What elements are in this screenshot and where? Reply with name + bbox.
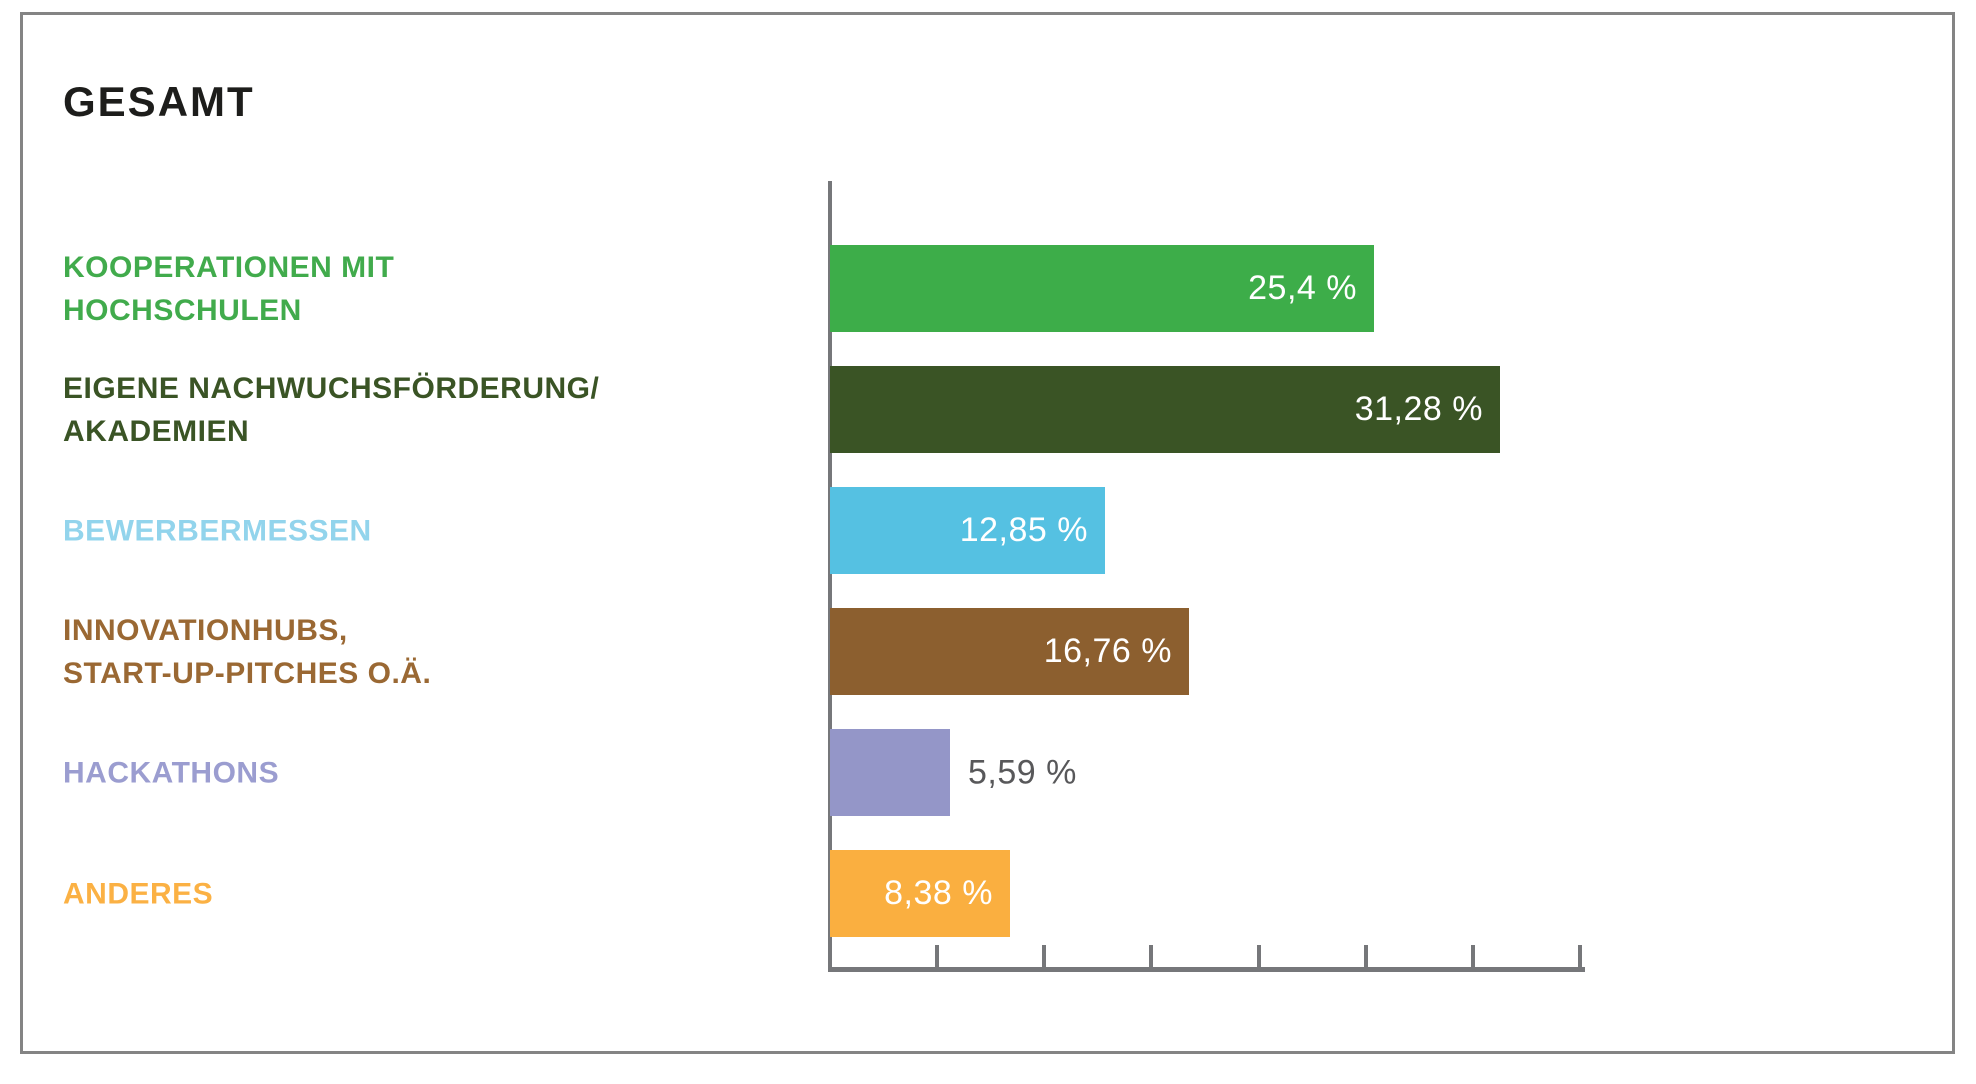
axis-tick — [1042, 945, 1047, 967]
axis-tick — [935, 945, 940, 967]
category-label: EIGENE NACHWUCHSFÖRDERUNG/AKADEMIEN — [63, 367, 599, 453]
category-label: KOOPERATIONEN MIT HOCHSCHULEN — [63, 246, 394, 332]
chart-row: ANDERES 8,38 % — [0, 850, 1976, 937]
chart-row: INNOVATIONHUBS, START-UP-PITCHES O.Ä. 16,7… — [0, 608, 1976, 695]
category-label: ANDERES — [63, 872, 213, 915]
category-label: BEWERBERMESSEN — [63, 509, 372, 552]
chart-row: EIGENE NACHWUCHSFÖRDERUNG/AKADEMIEN 31,28… — [0, 366, 1976, 453]
bar: 16,76 % — [830, 608, 1189, 695]
category-label-line: AKADEMIEN — [63, 414, 250, 448]
category-label: HACKATHONS — [63, 751, 279, 794]
axis-tick — [1470, 945, 1475, 967]
value-label: 25,4 % — [1248, 269, 1357, 307]
bar: 8,38 % — [830, 850, 1010, 937]
axis-tick — [1578, 945, 1582, 967]
category-label-line: EIGENE NACHWUCHSFÖRDERUNG/ — [63, 371, 600, 405]
bar: 25,4 % — [830, 245, 1374, 332]
chart-row: HACKATHONS 5,59 % — [0, 729, 1976, 816]
category-label-line: INNOVATIONHUBS, — [63, 613, 348, 647]
category-label-line: BEWERBERMESSEN — [63, 514, 372, 547]
x-axis-line — [828, 967, 1585, 972]
y-axis-line — [828, 181, 832, 972]
category-label-line: START-UP-PITCHES O.Ä. — [63, 656, 432, 690]
chart-title: GESAMT — [63, 78, 255, 126]
bar: 12,85 % — [830, 487, 1105, 574]
value-label: 8,38 % — [884, 874, 993, 912]
axis-tick — [1149, 945, 1154, 967]
category-label-line: HACKATHONS — [63, 756, 280, 789]
axis-tick — [1256, 945, 1261, 967]
value-label: 5,59 % — [968, 753, 1077, 791]
axis-tick — [1363, 945, 1368, 967]
category-label-line: ANDERES — [63, 877, 214, 910]
category-label-line: HOCHSCHULEN — [63, 293, 302, 327]
category-label-line: KOOPERATIONEN MIT — [63, 250, 395, 284]
chart-border-frame — [20, 12, 1955, 1054]
chart-row: KOOPERATIONEN MIT HOCHSCHULEN 25,4 % — [0, 245, 1976, 332]
bar: 31,28 % — [830, 366, 1500, 453]
value-label: 16,76 % — [1043, 632, 1172, 670]
chart-row: BEWERBERMESSEN 12,85 % — [0, 487, 1976, 574]
category-label: INNOVATIONHUBS, START-UP-PITCHES O.Ä. — [63, 609, 431, 695]
value-label: 31,28 % — [1354, 390, 1483, 428]
value-label: 12,85 % — [959, 511, 1088, 549]
bar — [830, 729, 950, 816]
